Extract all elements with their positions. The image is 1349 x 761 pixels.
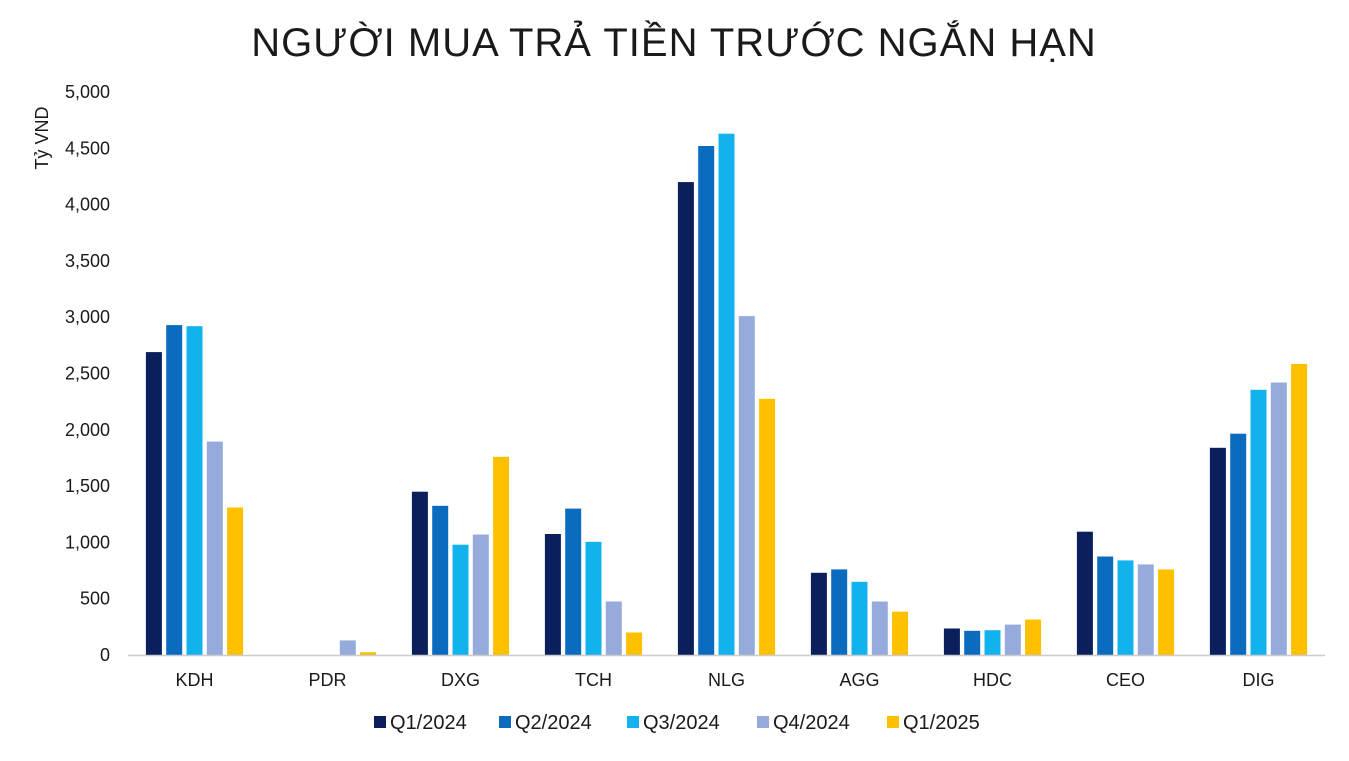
x-tick-label-pdr: PDR [308,670,346,690]
bar-agg-q1-2024 [810,572,827,655]
bar-pdr-q1-2025 [360,652,377,655]
x-tick-label-tch: TCH [575,670,612,690]
bar-dxg-q3-2024 [452,544,469,655]
y-axis-ticks: 0 500 1,000 1,500 2,000 2,500 3,000 3,500 4,000 4… [65,82,110,665]
x-tick-label-dxg: DXG [441,670,480,690]
legend-swatch [374,716,386,728]
bar-kdh-q3-2024 [186,326,203,655]
bar-dxg-q1-2025 [493,456,510,655]
bar-ceo-q3-2024 [1117,560,1134,655]
y-tick-label: 4,000 [65,195,110,215]
bar-tch-q3-2024 [585,541,602,655]
bar-tch-q1-2025 [626,632,643,655]
legend-label: Q3/2024 [643,712,720,734]
x-tick-label-agg: AGG [839,670,879,690]
bar-ceo-q4-2024 [1137,564,1154,655]
bar-series-group [145,133,1308,655]
y-tick-label: 1,000 [65,532,110,552]
bar-agg-q2-2024 [831,569,848,655]
bar-ceo-q1-2024 [1076,531,1093,655]
bar-dig-q2-2024 [1230,433,1247,655]
bar-dig-q3-2024 [1250,389,1267,655]
legend-swatch [499,716,511,728]
legend-swatch [757,716,769,728]
bar-agg-q1-2025 [892,611,909,655]
y-tick-label: 5,000 [65,82,110,102]
bar-dxg-q4-2024 [472,534,489,655]
bar-agg-q4-2024 [871,601,888,655]
legend-swatch [627,716,639,728]
bar-hdc-q1-2025 [1025,619,1042,655]
bar-tch-q4-2024 [605,601,622,655]
bar-hdc-q2-2024 [964,630,981,655]
legend: Q1/2024 Q2/2024 Q3/2024 Q4/2024 Q1/2025 [374,712,980,734]
y-tick-label: 2,500 [65,364,110,384]
bar-pdr-q4-2024 [339,640,356,655]
bar-hdc-q3-2024 [984,630,1001,655]
bar-ceo-q2-2024 [1097,556,1114,655]
bar-ceo-q1-2025 [1158,569,1175,655]
bar-kdh-q4-2024 [206,441,223,655]
bar-nlg-q2-2024 [698,146,715,655]
bar-dig-q1-2024 [1209,447,1226,655]
bar-dxg-q1-2024 [411,491,428,655]
legend-label: Q1/2025 [903,712,980,734]
legend-label: Q2/2024 [515,712,592,734]
x-tick-label-hdc: HDC [973,670,1012,690]
x-tick-label-kdh: KDH [175,670,213,690]
y-tick-label: 4,500 [65,138,110,158]
bar-kdh-q1-2025 [227,507,244,655]
legend-label: Q4/2024 [773,712,850,734]
bar-dig-q1-2025 [1291,363,1308,655]
bar-agg-q3-2024 [851,581,868,655]
x-tick-label-ceo: CEO [1106,670,1145,690]
y-tick-label: 3,500 [65,251,110,271]
x-tick-label-dig: DIG [1242,670,1274,690]
bar-kdh-q1-2024 [145,352,162,655]
x-tick-label-nlg: NLG [708,670,745,690]
y-tick-label: 2,000 [65,420,110,440]
y-tick-label: 1,500 [65,476,110,496]
y-tick-label: 3,000 [65,307,110,327]
y-tick-label: 500 [80,589,110,609]
bar-hdc-q1-2024 [943,628,960,655]
chart-title: NGƯỜI MUA TRẢ TIỀN TRƯỚC NGẮN HẠN [251,19,1097,65]
bar-nlg-q3-2024 [718,133,735,655]
y-axis-title: Tỷ VND [32,106,52,169]
bar-dig-q4-2024 [1270,382,1287,655]
legend-swatch [887,716,899,728]
bar-tch-q2-2024 [565,508,582,655]
y-tick-label: 0 [100,645,110,665]
bar-nlg-q1-2024 [677,182,694,655]
bar-nlg-q1-2025 [759,398,776,655]
x-axis-labels: KDH PDR DXG TCH NLG AGG HDC CEO DIG [175,670,1274,690]
bar-nlg-q4-2024 [738,316,755,655]
bar-tch-q1-2024 [544,534,561,655]
bar-hdc-q4-2024 [1004,624,1021,655]
legend-label: Q1/2024 [390,712,467,734]
bar-dxg-q2-2024 [432,505,449,655]
bar-kdh-q2-2024 [166,325,183,655]
